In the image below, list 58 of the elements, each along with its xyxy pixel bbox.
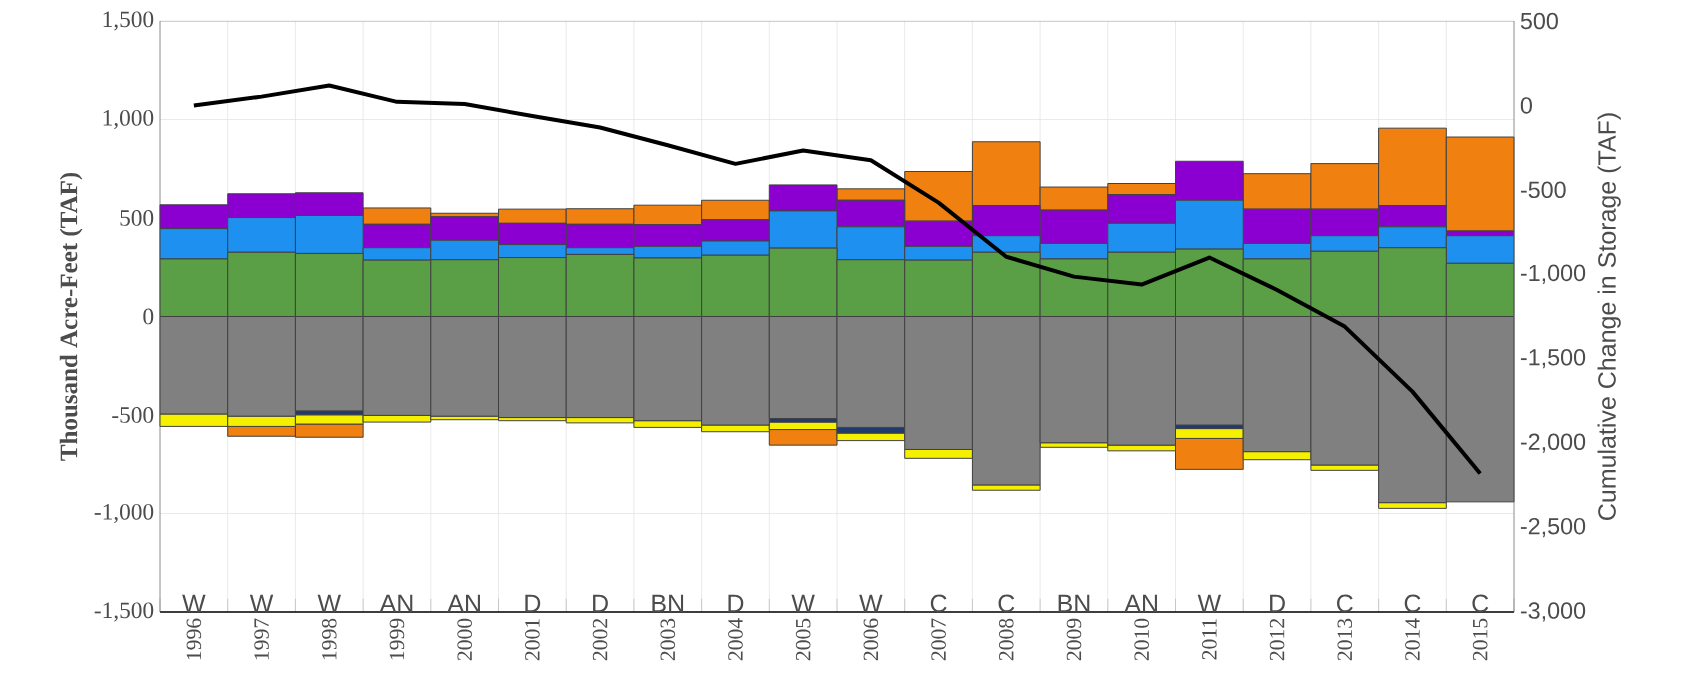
y-tick-label: 0 <box>143 308 154 325</box>
annotation: BN <box>652 594 684 612</box>
y2-tick-label: -2,500 <box>1520 517 1586 538</box>
annotation: D <box>728 594 744 612</box>
line-series <box>191 83 1483 476</box>
x-tick-label: 2002 <box>592 619 608 661</box>
annotation: C <box>1472 594 1489 613</box>
x-tick-label: 2012 <box>1269 619 1285 661</box>
x-tick-label: 2005 <box>795 618 811 661</box>
annotation: W <box>1197 594 1222 612</box>
x-tick-label: 2014 <box>1405 618 1420 661</box>
x-tick-label: 1998 <box>321 618 337 660</box>
y-tick-label: 1,000 <box>103 109 154 130</box>
annotation: D <box>593 594 608 612</box>
y-tick-label: -1,500 <box>94 602 154 622</box>
y2-tick-label: -1,000 <box>1520 264 1586 284</box>
x-tick-label: 2015 <box>1472 618 1488 661</box>
annotation: W <box>859 594 883 612</box>
annotation: BN <box>1058 594 1090 612</box>
annotation: AN <box>1124 594 1157 612</box>
x-tick-label: 2000 <box>457 618 472 661</box>
x-tick-label: 2010 <box>1134 618 1149 661</box>
y2-axis-title: Cumulative Change in Storage (TAF) <box>1597 113 1621 520</box>
x-tick-label: 2001 <box>525 619 540 661</box>
x-tick-label: 2011 <box>1202 619 1217 660</box>
x-tick-label: 1997 <box>254 618 269 660</box>
y-tick-label: -500 <box>112 407 154 423</box>
x-tick-label: 1999 <box>389 618 405 660</box>
annotation: W <box>791 594 815 612</box>
y2-tick-label: -3,000 <box>1520 602 1586 622</box>
x-tick-label: 2008 <box>998 618 1014 661</box>
y2-tick-label: -1,500 <box>1520 349 1586 369</box>
annotation: C <box>998 594 1015 613</box>
annotation: C <box>1337 594 1353 613</box>
annotation: D <box>525 594 541 612</box>
y2-tick-label: -500 <box>1520 181 1566 199</box>
annotation: W <box>317 594 341 612</box>
x-tick-label: 1996 <box>186 618 202 660</box>
annotation: AN <box>447 594 480 612</box>
x-tick-label: 2003 <box>660 618 676 661</box>
x-tick-label: 2007 <box>931 618 946 661</box>
annotation: W <box>249 594 274 612</box>
y2-tick-label: 500 <box>1520 12 1558 30</box>
x-tick-label: 2009 <box>1066 618 1082 661</box>
y-tick-label: -1,000 <box>94 503 154 524</box>
annotation: D <box>1270 594 1285 612</box>
x-tick-label: 2006 <box>863 618 879 661</box>
y-tick-label: 500 <box>120 210 154 226</box>
y2-tick-label: 0 <box>1520 97 1532 114</box>
annotation: AN <box>379 594 413 612</box>
x-tick-label: 2013 <box>1337 618 1353 661</box>
y2-tick-label: -2,000 <box>1520 433 1586 453</box>
y-axis-title: Thousand Acre-Feet (TAF) <box>59 172 83 461</box>
annotation: W <box>182 594 206 612</box>
annotation: C <box>1404 594 1421 613</box>
annotation: C <box>930 594 947 613</box>
y-tick-label: 1,500 <box>103 11 154 31</box>
x-tick-label: 2004 <box>728 618 743 661</box>
